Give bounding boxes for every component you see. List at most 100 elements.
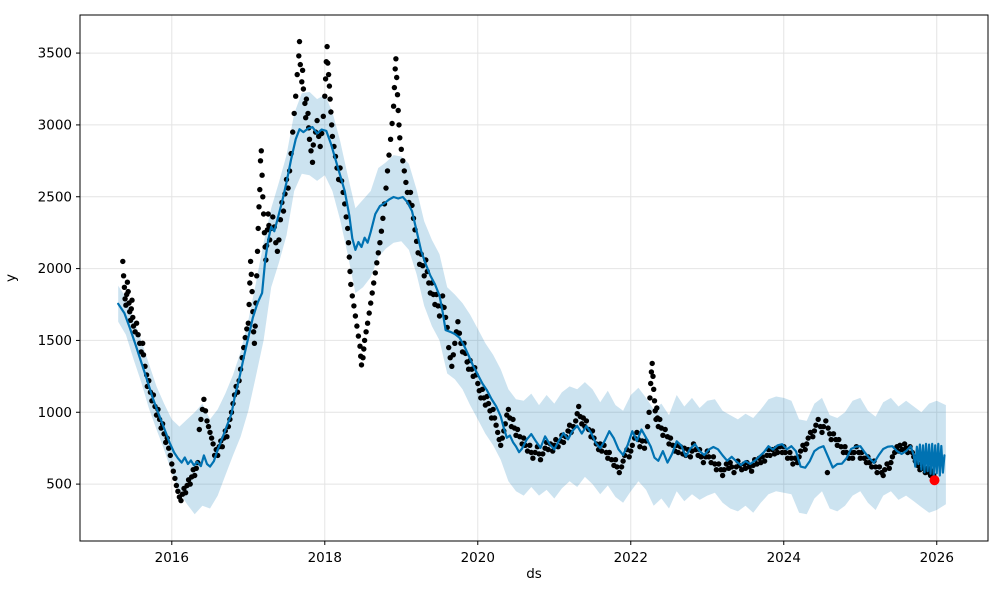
observation-dot <box>251 340 258 346</box>
observation-dot <box>828 436 834 443</box>
x-tick-label: 2016 <box>155 550 189 566</box>
observation-dot <box>628 448 634 454</box>
observation-dot <box>366 310 372 316</box>
observation-dot <box>866 459 873 466</box>
observation-dot <box>322 93 328 99</box>
observation-dot <box>838 444 844 450</box>
observation-dot <box>787 449 793 456</box>
observation-dot <box>824 469 831 476</box>
observation-dot <box>618 464 625 470</box>
observation-dot <box>135 332 141 338</box>
observation-dot <box>876 464 883 470</box>
observation-dot <box>270 214 276 220</box>
observation-dot <box>305 110 311 117</box>
observation-dot <box>706 454 712 460</box>
observation-dot <box>823 418 829 424</box>
observation-dot <box>612 457 619 463</box>
observation-dot <box>830 431 837 437</box>
observation-dot <box>396 122 402 128</box>
observation-dot <box>129 297 135 303</box>
observation-dot <box>403 179 409 186</box>
observation-dot <box>167 452 173 459</box>
observation-dot <box>352 313 359 319</box>
observation-dot <box>256 204 262 210</box>
observation-dot <box>193 465 199 471</box>
observation-dot <box>651 398 658 404</box>
plot-border <box>79 14 989 542</box>
observation-dot <box>420 263 426 269</box>
observation-dot <box>369 290 375 296</box>
observation-dot <box>439 293 446 299</box>
observation-dot <box>317 143 323 150</box>
observation-dot <box>491 415 498 421</box>
observation-dot <box>719 472 726 479</box>
observation-dot <box>247 280 253 286</box>
observation-dot <box>810 434 816 440</box>
observation-dot <box>224 434 230 440</box>
observation-dot <box>178 497 184 504</box>
observation-dot <box>649 360 655 367</box>
observation-dot <box>849 455 856 461</box>
observation-dot <box>250 329 257 335</box>
observation-dot <box>201 396 207 402</box>
observation-dot <box>378 228 385 234</box>
observation-dot <box>290 129 296 135</box>
observation-dot <box>242 334 248 341</box>
observation-dot <box>820 423 827 430</box>
observation-dot <box>125 288 131 295</box>
observation-dot <box>163 439 169 446</box>
observation-dot <box>351 303 357 309</box>
x-tick-label: 2022 <box>614 550 648 566</box>
observation-dot <box>802 446 808 453</box>
observation-dot <box>505 406 512 413</box>
observation-dot <box>545 446 551 453</box>
observation-dot <box>393 56 399 62</box>
x-tick-label: 2020 <box>461 550 495 566</box>
observation-dot <box>727 459 733 466</box>
observation-dot <box>257 186 263 193</box>
observation-dot <box>265 211 271 217</box>
observation-dot <box>842 444 848 450</box>
observation-dot <box>882 467 888 473</box>
observation-dot <box>527 442 533 448</box>
observation-dot <box>510 416 516 423</box>
observation-dot <box>614 464 620 470</box>
observation-dot <box>608 457 615 463</box>
observation-dot <box>716 461 722 467</box>
observation-dot <box>166 445 172 451</box>
observation-dot <box>886 465 892 471</box>
observation-dot <box>371 280 377 286</box>
observation-dot <box>540 451 546 457</box>
y-tick-label: 1500 <box>38 333 72 349</box>
observation-dot <box>401 168 407 174</box>
observation-dot <box>319 130 325 137</box>
uncertainty-band-polygon <box>118 91 946 515</box>
observation-dot <box>170 468 176 474</box>
observation-dot <box>397 135 403 141</box>
observation-dot <box>634 429 640 436</box>
observation-dot <box>329 133 336 140</box>
observation-dot <box>299 67 306 74</box>
observation-dot <box>258 148 264 154</box>
observation-dot <box>713 467 720 473</box>
observation-dot <box>660 432 666 438</box>
observation-dot <box>626 454 632 460</box>
observation-dot <box>293 93 299 99</box>
observation-dot <box>259 172 265 178</box>
observation-dot <box>514 426 521 433</box>
observation-dot <box>651 386 657 392</box>
observation-dot <box>303 96 310 102</box>
observation-dot <box>639 438 645 444</box>
observation-dot <box>329 122 335 128</box>
x-tick-label: 2018 <box>308 550 342 566</box>
observation-dot <box>254 273 260 279</box>
observation-dot <box>400 158 406 164</box>
observation-dot <box>192 472 198 479</box>
observation-dot <box>347 268 353 275</box>
observation-dot <box>325 60 331 66</box>
observation-dot <box>644 423 651 430</box>
observation-dot <box>244 326 250 332</box>
observation-dot <box>355 333 362 339</box>
observation-dot <box>490 406 496 413</box>
